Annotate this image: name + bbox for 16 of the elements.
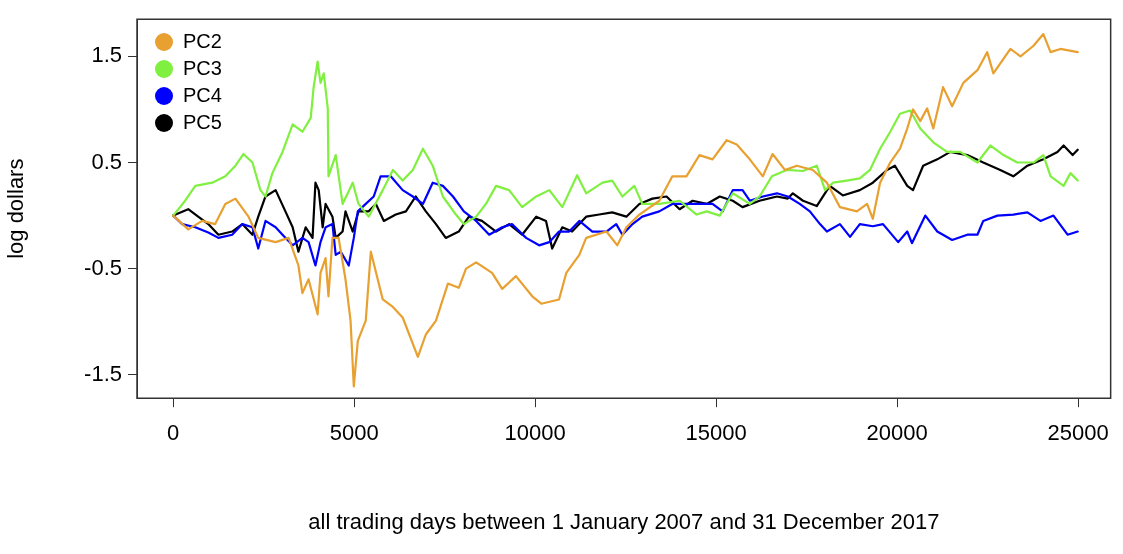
- x-tick-label: 25000: [1047, 420, 1109, 446]
- y-tick-label: -1.5: [84, 360, 122, 386]
- y-axis-title: log dollars: [3, 158, 29, 259]
- x-tick-label: 15000: [685, 420, 747, 446]
- x-axis-title: all trading days between 1 January 2007 and 31 December 2017: [308, 508, 940, 534]
- legend-label: PC5: [183, 110, 222, 135]
- x-tick-label: 0: [167, 420, 180, 446]
- legend-label: PC3: [183, 56, 222, 81]
- y-tick-label: -0.5: [84, 254, 122, 280]
- legend-label: PC2: [183, 29, 222, 54]
- x-tick-label: 20000: [866, 420, 928, 446]
- x-tick-label: 10000: [504, 420, 566, 446]
- x-tick-label: 5000: [329, 420, 379, 446]
- y-tick-label: 0.5: [91, 148, 122, 174]
- legend-label: PC4: [183, 83, 222, 108]
- y-tick-label: 1.5: [91, 42, 122, 68]
